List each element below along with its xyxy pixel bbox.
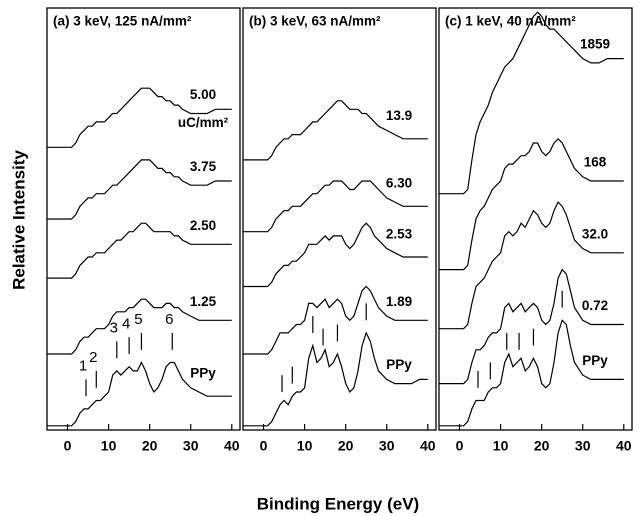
panel-title: (c) 1 keV, 40 nA/mm²: [445, 14, 576, 29]
x-tick-label: 40: [420, 438, 436, 454]
x-tick-label: 30: [183, 438, 199, 454]
spectrum-line: [439, 201, 624, 330]
peak-label: 2: [89, 349, 97, 366]
x-tick-label: 10: [297, 438, 313, 454]
spectrum-line: [47, 222, 232, 279]
x-tick-label: 20: [534, 438, 550, 454]
x-tick-label: 0: [260, 438, 268, 454]
x-tick-label: 40: [616, 438, 632, 454]
spectrum-line: [439, 137, 624, 271]
peak-label: 1: [79, 358, 87, 375]
series-label: 0.72: [582, 298, 608, 313]
unit-annotation: uC/mm²: [178, 115, 229, 130]
x-tick-label: 0: [64, 438, 72, 454]
x-tick-label: 30: [575, 438, 591, 454]
series-label: 3.75: [190, 159, 217, 174]
peak-label: 3: [110, 320, 118, 337]
peak-label: 6: [165, 311, 173, 328]
series-label: PPy: [386, 357, 412, 372]
x-axis-label: Binding Energy (eV): [257, 494, 419, 513]
x-tick-label: 30: [379, 438, 395, 454]
series-label: 32.0: [582, 226, 608, 241]
panel-frame: [242, 7, 437, 431]
panel-title: (a) 3 keV, 125 nA/mm²: [53, 14, 192, 29]
spectrum-line: [439, 319, 624, 427]
series-label: 1.89: [386, 294, 412, 309]
series-label: 2.53: [386, 226, 413, 241]
peak-label: 5: [134, 311, 142, 328]
x-tick-label: 10: [493, 438, 509, 454]
spectrum-line: [439, 268, 624, 385]
series-label: 5.00: [190, 87, 216, 102]
spectrum-line: [439, 11, 624, 195]
panel-frame: [438, 7, 633, 431]
series-label: 13.9: [386, 108, 412, 123]
spectrum-line: [47, 159, 232, 220]
x-tick-label: 20: [142, 438, 158, 454]
spectrum-line: [243, 285, 428, 355]
panel-title: (b) 3 keV, 63 nA/mm²: [249, 14, 381, 29]
x-tick-label: 0: [456, 438, 464, 454]
x-tick-label: 10: [101, 438, 117, 454]
spectrum-line: [47, 361, 232, 427]
x-tick-label: 20: [338, 438, 354, 454]
series-label: 1859: [580, 36, 610, 51]
spectrum-line: [243, 180, 428, 233]
series-label: 6.30: [386, 176, 412, 191]
y-axis-label: Relative Intensity: [9, 150, 28, 290]
spectrum-line: [243, 222, 428, 288]
series-label: PPy: [582, 353, 608, 368]
spectrum-line: [47, 298, 232, 355]
series-label: 168: [584, 155, 607, 170]
spectrum-line: [243, 331, 428, 427]
peak-label: 4: [122, 315, 130, 332]
series-label: 2.50: [190, 218, 216, 233]
series-label: 1.25: [190, 294, 217, 309]
x-tick-label: 40: [224, 438, 240, 454]
series-label: PPy: [190, 366, 216, 381]
spectrum-line: [243, 100, 428, 161]
spectrum-line: [47, 87, 232, 148]
